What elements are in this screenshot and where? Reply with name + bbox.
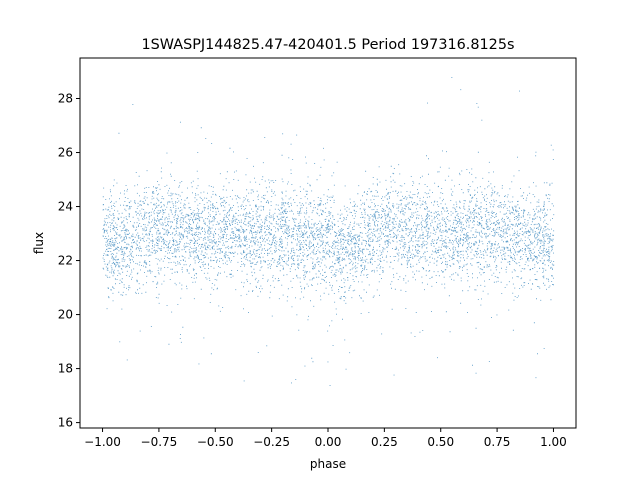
y-tick-label: 20 [58,308,73,322]
y-axis-label: flux [32,232,46,254]
y-axis-ticks: 16 18 20 22 24 26 28 [58,92,80,430]
x-tick-label: 0.25 [371,435,398,449]
y-tick-label: 26 [58,146,73,160]
x-tick-label: −1.00 [84,435,121,449]
x-axis-label: phase [310,457,346,471]
y-tick-label: 16 [58,416,73,430]
scatter-points [102,77,555,386]
x-tick-label: −0.75 [141,435,178,449]
x-tick-label: −0.50 [197,435,234,449]
data-points [102,77,555,386]
x-tick-label: 0.75 [484,435,511,449]
x-tick-label: −0.25 [253,435,290,449]
x-tick-label: 0.50 [427,435,454,449]
y-tick-label: 28 [58,92,73,106]
y-tick-label: 24 [58,200,73,214]
x-axis-ticks: −1.00 −0.75 −0.50 −0.25 0.00 0.25 0.50 0.75 1.00 [84,428,567,449]
chart-title: 1SWASPJ144825.47-420401.5 Period 197316.… [142,37,515,53]
x-tick-label: 1.00 [540,435,567,449]
y-tick-label: 22 [58,254,73,268]
y-tick-label: 18 [58,362,73,376]
x-tick-label: 0.00 [315,435,342,449]
